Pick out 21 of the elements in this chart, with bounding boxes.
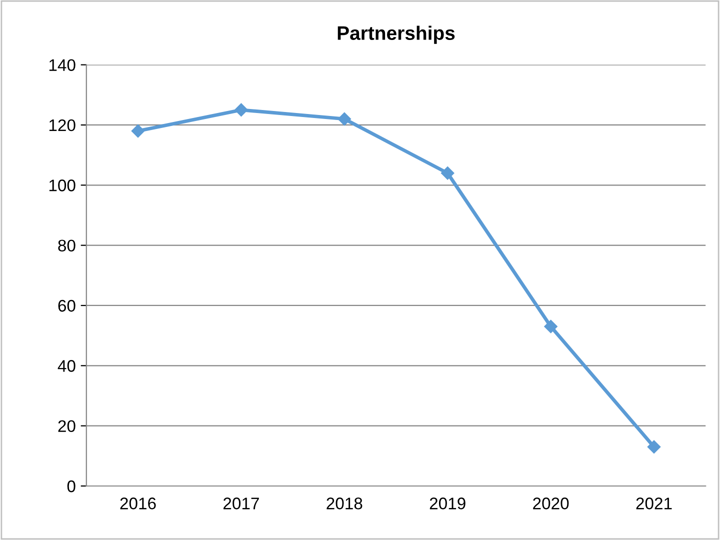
x-tick-label: 2016: [120, 498, 156, 510]
point: [338, 112, 351, 126]
y-tick-label: 140: [49, 59, 76, 72]
point: [234, 103, 248, 117]
y-tick-label: 100: [49, 180, 76, 192]
y-tick-label: 40: [58, 360, 76, 372]
x-tick-label: 2020: [533, 498, 569, 510]
point: [647, 440, 661, 454]
y-tick-label: 0: [67, 480, 76, 492]
point: [544, 320, 558, 334]
point: [441, 166, 454, 180]
x-tick-label: 2019: [430, 498, 466, 510]
y-tick-label: 120: [49, 119, 76, 132]
y-tick-label: 20: [58, 420, 76, 432]
y-tick-label: 60: [58, 300, 76, 312]
y-tick-label: 80: [58, 240, 76, 252]
x-tick-label: 2018: [326, 498, 362, 510]
x-tick-label: 2017: [224, 498, 259, 510]
point: [131, 124, 145, 138]
chart-title: Partnerships: [338, 26, 455, 44]
x-tick-label: 2021: [636, 498, 672, 510]
